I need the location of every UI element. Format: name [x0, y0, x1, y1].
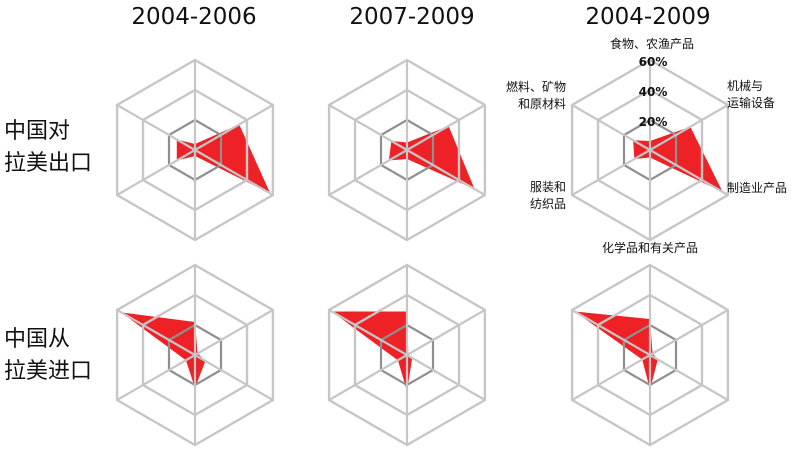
radar-series-area — [331, 311, 413, 391]
radar-panel-4 — [115, 263, 275, 447]
radar-spoke-3 — [406, 149, 486, 196]
axis-label-fuels-line2: 和原材料 — [518, 97, 566, 111]
radar-panel-5 — [327, 263, 487, 447]
radar-spoke-6 — [571, 104, 651, 151]
axis-label-fuels-line1: 燃料、矿物 — [506, 79, 566, 94]
radar-spoke-3 — [406, 354, 486, 401]
axis-label-textiles-line1: 服装和 — [530, 180, 566, 194]
radar-spoke-5 — [116, 354, 196, 401]
axis-label-machinery-line2: 运输设备 — [727, 95, 775, 110]
radar-series-area — [633, 126, 723, 192]
axis-label-manufactured: 制造业产品 — [727, 181, 787, 195]
radar-spoke-6 — [328, 309, 408, 356]
axis-label-textiles-line2: 纺织品 — [530, 197, 566, 211]
radar-spoke-3 — [194, 354, 274, 401]
radar-panel-2 — [327, 58, 487, 242]
axis-label-machinery-line1: 机械与 — [727, 78, 763, 93]
radar-spoke-3 — [649, 149, 729, 196]
axis-label-fuels: 燃料、矿物和原材料 — [506, 79, 566, 111]
radar-spoke-5 — [116, 149, 196, 196]
radar-series-area — [574, 311, 658, 390]
radar-spoke-6 — [116, 309, 196, 356]
radar-series-area — [121, 312, 206, 388]
radar-spoke-6 — [116, 104, 196, 151]
radar-spoke-2 — [649, 104, 729, 151]
row-label-import-line2: 拉美进口 — [4, 359, 93, 384]
radar-spoke-2 — [406, 104, 486, 151]
radar-spoke-6 — [328, 104, 408, 151]
row-label-export-line1: 中国对 — [4, 119, 71, 144]
radar-spoke-5 — [571, 354, 651, 401]
ring-tick-label-40: 40% — [639, 85, 668, 99]
row-label-export: 中国对 拉美出口 — [4, 116, 92, 180]
axis-label-machinery: 机械与运输设备 — [727, 78, 775, 110]
radar-spoke-5 — [328, 149, 408, 196]
ring-tick-label-60: 60% — [639, 55, 668, 69]
radar-series-area — [176, 124, 271, 194]
radar-spoke-2 — [406, 309, 486, 356]
column-title-2004-2009: 2004-2009 — [585, 4, 711, 30]
column-title-2004-2006: 2004-2006 — [131, 4, 257, 30]
radar-spoke-3 — [649, 354, 729, 401]
radar-spoke-3 — [194, 149, 274, 196]
radar-spoke-2 — [194, 309, 274, 356]
row-label-import: 中国从 拉美进口 — [4, 324, 92, 388]
column-title-2007-2009: 2007-2009 — [349, 4, 475, 30]
radar-spoke-2 — [194, 104, 274, 151]
row-label-import-line1: 中国从 — [4, 327, 71, 352]
radar-panel-1 — [115, 58, 275, 242]
radar-panel-3 — [570, 58, 730, 242]
axis-label-textiles: 服装和纺织品 — [530, 180, 566, 211]
radar-series-area — [388, 126, 475, 189]
row-label-export-line2: 拉美出口 — [4, 151, 93, 176]
axis-label-chemicals: 化学品和有关产品 — [602, 240, 698, 255]
radar-spoke-5 — [328, 354, 408, 401]
radar-spoke-2 — [649, 309, 729, 356]
radar-spoke-5 — [571, 149, 651, 196]
radar-panel-6 — [570, 263, 730, 447]
axis-label-food: 食物、农渔产品 — [610, 36, 694, 51]
radar-spoke-6 — [571, 309, 651, 356]
ring-tick-label-20: 20% — [639, 115, 668, 129]
